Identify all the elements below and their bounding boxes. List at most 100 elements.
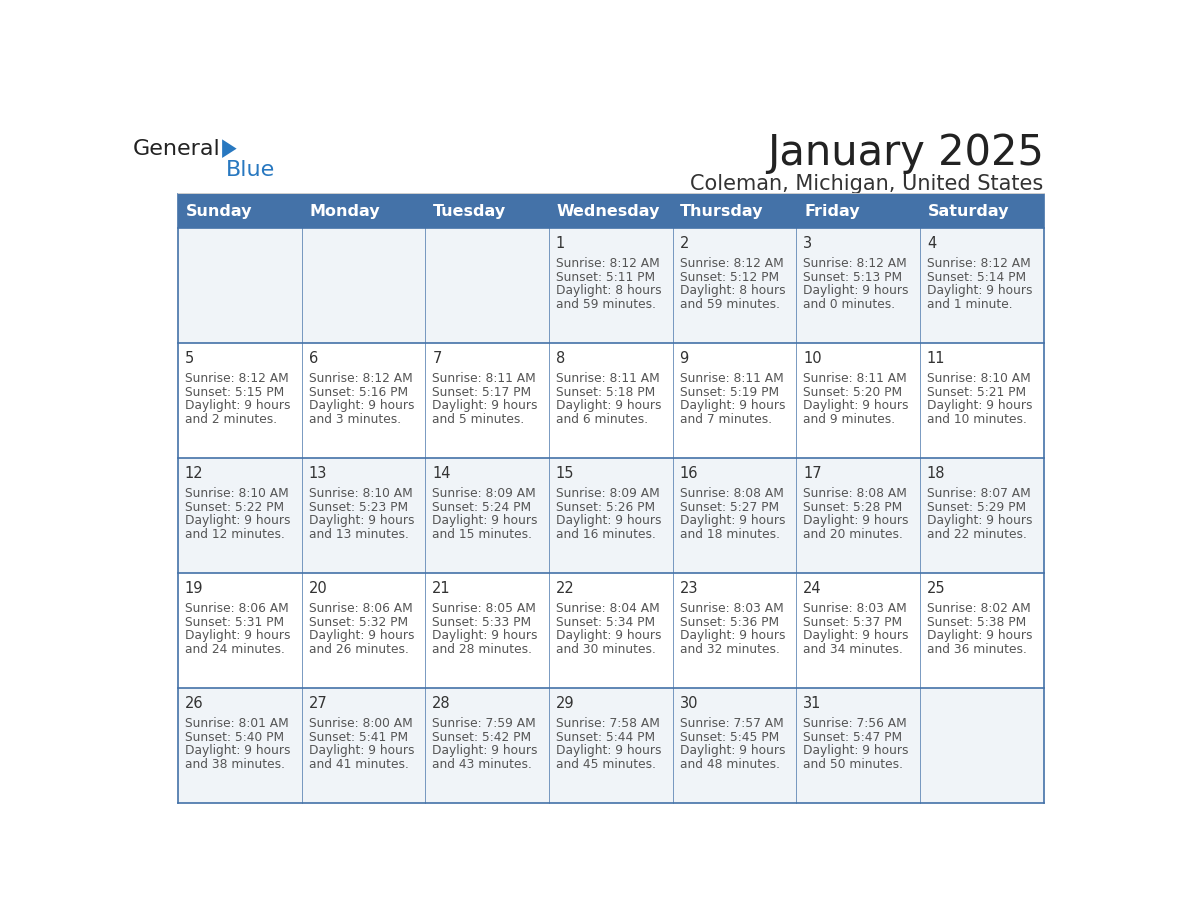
Text: Daylight: 9 hours: Daylight: 9 hours <box>556 514 662 527</box>
Text: Sunrise: 8:12 AM: Sunrise: 8:12 AM <box>680 257 783 270</box>
Text: 2: 2 <box>680 236 689 251</box>
Bar <box>920 194 1043 228</box>
Text: Sunset: 5:40 PM: Sunset: 5:40 PM <box>185 731 284 744</box>
Text: 1: 1 <box>556 236 565 251</box>
Text: Daylight: 9 hours: Daylight: 9 hours <box>927 399 1032 412</box>
Text: Sunset: 5:45 PM: Sunset: 5:45 PM <box>680 731 779 744</box>
Text: Friday: Friday <box>804 204 860 218</box>
Text: 26: 26 <box>185 696 203 711</box>
Text: Sunrise: 8:11 AM: Sunrise: 8:11 AM <box>556 373 659 386</box>
Text: and 5 minutes.: and 5 minutes. <box>432 413 525 426</box>
Text: and 6 minutes.: and 6 minutes. <box>556 413 647 426</box>
Text: Daylight: 9 hours: Daylight: 9 hours <box>185 514 290 527</box>
Text: Sunset: 5:17 PM: Sunset: 5:17 PM <box>432 386 531 398</box>
Text: Sunrise: 7:58 AM: Sunrise: 7:58 AM <box>556 717 659 731</box>
Text: Sunset: 5:26 PM: Sunset: 5:26 PM <box>556 501 655 514</box>
Text: and 15 minutes.: and 15 minutes. <box>432 528 532 541</box>
Text: Daylight: 9 hours: Daylight: 9 hours <box>432 630 538 643</box>
Text: 17: 17 <box>803 465 822 481</box>
Text: Sunset: 5:31 PM: Sunset: 5:31 PM <box>185 616 284 629</box>
Text: and 0 minutes.: and 0 minutes. <box>803 297 896 310</box>
Text: Daylight: 9 hours: Daylight: 9 hours <box>309 399 415 412</box>
Text: Daylight: 9 hours: Daylight: 9 hours <box>803 630 909 643</box>
Text: Sunset: 5:42 PM: Sunset: 5:42 PM <box>432 731 531 744</box>
Text: 15: 15 <box>556 465 575 481</box>
Text: Daylight: 9 hours: Daylight: 9 hours <box>432 744 538 757</box>
Bar <box>178 343 1043 458</box>
Text: Sunset: 5:11 PM: Sunset: 5:11 PM <box>556 271 655 284</box>
Text: and 24 minutes.: and 24 minutes. <box>185 643 285 655</box>
Text: and 16 minutes.: and 16 minutes. <box>556 528 656 541</box>
Text: and 30 minutes.: and 30 minutes. <box>556 643 656 655</box>
Text: Sunrise: 8:01 AM: Sunrise: 8:01 AM <box>185 717 289 731</box>
Polygon shape <box>222 140 236 158</box>
Bar <box>178 458 1043 573</box>
Text: Sunday: Sunday <box>185 204 252 218</box>
Text: 21: 21 <box>432 581 451 596</box>
Text: and 2 minutes.: and 2 minutes. <box>185 413 277 426</box>
Text: Sunrise: 8:12 AM: Sunrise: 8:12 AM <box>185 373 289 386</box>
Text: 12: 12 <box>185 465 203 481</box>
Text: and 36 minutes.: and 36 minutes. <box>927 643 1026 655</box>
Text: 22: 22 <box>556 581 575 596</box>
Text: Sunrise: 8:03 AM: Sunrise: 8:03 AM <box>680 602 783 615</box>
Text: and 59 minutes.: and 59 minutes. <box>680 297 779 310</box>
Text: Sunset: 5:15 PM: Sunset: 5:15 PM <box>185 386 284 398</box>
Text: and 48 minutes.: and 48 minutes. <box>680 757 779 771</box>
Text: Sunrise: 8:10 AM: Sunrise: 8:10 AM <box>927 373 1031 386</box>
Text: and 41 minutes.: and 41 minutes. <box>309 757 409 771</box>
Text: Sunrise: 8:02 AM: Sunrise: 8:02 AM <box>927 602 1031 615</box>
Text: and 38 minutes.: and 38 minutes. <box>185 757 285 771</box>
Text: 18: 18 <box>927 465 946 481</box>
Text: 5: 5 <box>185 351 194 365</box>
Text: Sunset: 5:12 PM: Sunset: 5:12 PM <box>680 271 778 284</box>
Text: Sunset: 5:20 PM: Sunset: 5:20 PM <box>803 386 903 398</box>
Text: Daylight: 9 hours: Daylight: 9 hours <box>927 285 1032 297</box>
Text: Blue: Blue <box>226 161 276 180</box>
Text: Sunset: 5:18 PM: Sunset: 5:18 PM <box>556 386 655 398</box>
Text: Sunrise: 8:04 AM: Sunrise: 8:04 AM <box>556 602 659 615</box>
Text: 30: 30 <box>680 696 699 711</box>
Text: Daylight: 9 hours: Daylight: 9 hours <box>680 514 785 527</box>
Text: Daylight: 9 hours: Daylight: 9 hours <box>309 630 415 643</box>
Text: Daylight: 9 hours: Daylight: 9 hours <box>680 399 785 412</box>
Text: Thursday: Thursday <box>681 204 764 218</box>
Text: Sunrise: 8:12 AM: Sunrise: 8:12 AM <box>556 257 659 270</box>
Text: Sunrise: 8:11 AM: Sunrise: 8:11 AM <box>680 373 783 386</box>
Text: Daylight: 9 hours: Daylight: 9 hours <box>927 630 1032 643</box>
Text: Sunrise: 8:12 AM: Sunrise: 8:12 AM <box>927 257 1031 270</box>
Text: Sunset: 5:14 PM: Sunset: 5:14 PM <box>927 271 1026 284</box>
Bar <box>549 194 672 228</box>
Text: Daylight: 9 hours: Daylight: 9 hours <box>680 744 785 757</box>
Bar <box>178 688 1043 803</box>
Text: Sunset: 5:34 PM: Sunset: 5:34 PM <box>556 616 655 629</box>
Text: 16: 16 <box>680 465 699 481</box>
Text: 4: 4 <box>927 236 936 251</box>
Bar <box>302 194 425 228</box>
Text: 11: 11 <box>927 351 946 365</box>
Text: 27: 27 <box>309 696 328 711</box>
Text: and 10 minutes.: and 10 minutes. <box>927 413 1026 426</box>
Text: Sunrise: 7:56 AM: Sunrise: 7:56 AM <box>803 717 906 731</box>
Text: 24: 24 <box>803 581 822 596</box>
Text: Sunrise: 8:08 AM: Sunrise: 8:08 AM <box>803 487 908 500</box>
Text: Sunset: 5:32 PM: Sunset: 5:32 PM <box>309 616 407 629</box>
Text: Sunset: 5:38 PM: Sunset: 5:38 PM <box>927 616 1026 629</box>
Text: and 9 minutes.: and 9 minutes. <box>803 413 896 426</box>
Text: Sunrise: 8:00 AM: Sunrise: 8:00 AM <box>309 717 412 731</box>
Text: Sunrise: 8:12 AM: Sunrise: 8:12 AM <box>309 373 412 386</box>
Text: Sunset: 5:36 PM: Sunset: 5:36 PM <box>680 616 778 629</box>
Text: Sunrise: 8:11 AM: Sunrise: 8:11 AM <box>432 373 536 386</box>
Text: Wednesday: Wednesday <box>557 204 661 218</box>
Text: Daylight: 9 hours: Daylight: 9 hours <box>185 630 290 643</box>
Text: Sunset: 5:16 PM: Sunset: 5:16 PM <box>309 386 407 398</box>
Text: 20: 20 <box>309 581 328 596</box>
Text: Sunrise: 7:57 AM: Sunrise: 7:57 AM <box>680 717 783 731</box>
Text: and 59 minutes.: and 59 minutes. <box>556 297 656 310</box>
Text: Daylight: 9 hours: Daylight: 9 hours <box>803 744 909 757</box>
Text: Sunrise: 7:59 AM: Sunrise: 7:59 AM <box>432 717 536 731</box>
Text: Sunset: 5:24 PM: Sunset: 5:24 PM <box>432 501 531 514</box>
Text: Monday: Monday <box>309 204 380 218</box>
Text: Sunrise: 8:09 AM: Sunrise: 8:09 AM <box>556 487 659 500</box>
Text: and 26 minutes.: and 26 minutes. <box>309 643 409 655</box>
